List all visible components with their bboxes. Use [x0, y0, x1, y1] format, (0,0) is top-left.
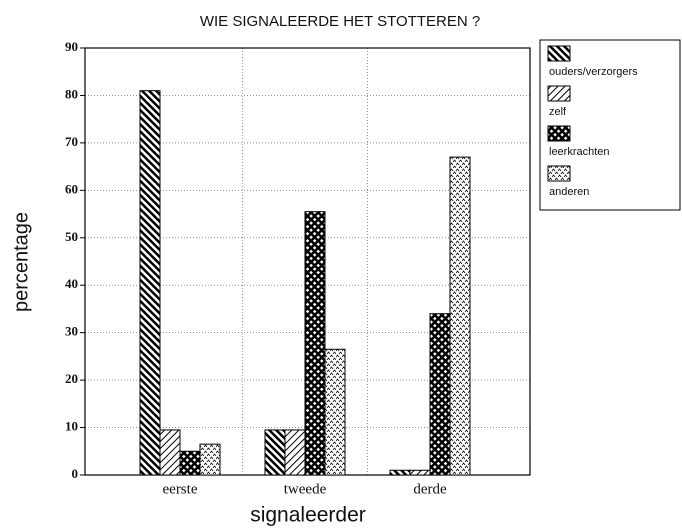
- bar: [409, 469, 431, 476]
- legend-label: anderen: [549, 186, 589, 198]
- y-tick-label: 70: [65, 134, 78, 149]
- bar: [179, 450, 201, 476]
- bar: [284, 429, 306, 476]
- y-tick-label: 60: [65, 181, 78, 196]
- bar: [429, 313, 451, 476]
- bar: [324, 348, 346, 476]
- y-axis-label: percentage: [10, 212, 32, 312]
- bar: [199, 443, 221, 476]
- legend-swatch: [547, 125, 571, 142]
- x-axis-label: signaleerder: [250, 504, 366, 527]
- y-tick-label: 90: [65, 39, 78, 54]
- y-tick-label: 40: [65, 276, 78, 291]
- legend-label: zelf: [549, 106, 567, 118]
- y-tick-label: 50: [65, 229, 78, 244]
- legend-swatch: [547, 85, 571, 102]
- bar: [449, 156, 471, 476]
- bar: [139, 90, 161, 476]
- y-tick-label: 30: [65, 324, 78, 339]
- y-tick-label: 0: [72, 466, 79, 481]
- y-tick-label: 80: [65, 86, 78, 101]
- y-tick-label: 10: [65, 419, 78, 434]
- legend-label: leerkrachten: [549, 146, 610, 158]
- bar: [264, 429, 286, 476]
- bar: [304, 211, 326, 476]
- legend-swatch: [547, 45, 571, 62]
- legend-box: [539, 39, 681, 211]
- legend-label: ouders/verzorgers: [549, 66, 638, 78]
- x-tick-label: derde: [413, 481, 447, 497]
- x-tick-label: tweede: [284, 481, 327, 497]
- bar: [389, 469, 411, 476]
- y-tick-label: 20: [65, 371, 78, 386]
- bar: [159, 429, 181, 476]
- chart-title: WIE SIGNALEERDE HET STOTTEREN ?: [200, 13, 480, 30]
- x-tick-label: eerste: [163, 481, 198, 497]
- legend-swatch: [547, 165, 571, 182]
